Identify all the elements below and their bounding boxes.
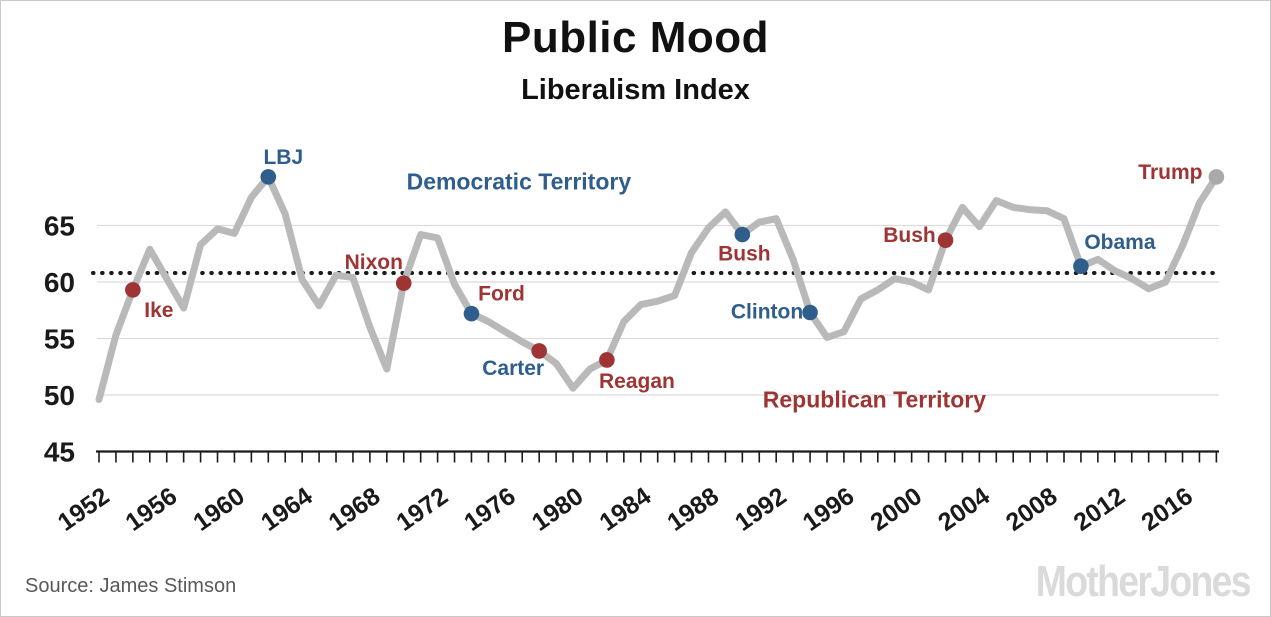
source-note: Source: James Stimson: [25, 575, 237, 597]
x-tick-label-1968: 1968: [324, 482, 386, 537]
x-tick-label-1960: 1960: [188, 482, 250, 537]
y-tick-label-65: 65: [44, 211, 75, 242]
president-dot-lbj-1962: [260, 169, 277, 185]
president-label-bush-1990: Bush: [718, 243, 771, 266]
x-tick-label-1996: 1996: [798, 482, 860, 537]
x-tick-label-1964: 1964: [256, 482, 318, 537]
president-label-nixon-1970: Nixon: [345, 251, 403, 274]
y-tick-label-60: 60: [44, 267, 75, 298]
mood-line: [95, 173, 1220, 403]
president-dot-ford-1974: [463, 305, 480, 322]
page-title: Public Mood: [501, 13, 770, 62]
x-tick-label-2000: 2000: [865, 482, 927, 537]
y-tick-label-50: 50: [44, 380, 75, 411]
president-label-bush-2002: Bush: [883, 224, 936, 247]
x-tick-label-1976: 1976: [459, 482, 521, 537]
president-dot-reagan-1982: [599, 352, 615, 368]
president-dot-trump-2018: [1208, 169, 1225, 185]
x-tick-label-1956: 1956: [121, 482, 183, 537]
president-label-reagan-1982: Reagan: [599, 370, 675, 393]
territory-label-democratic: Democratic Territory: [407, 168, 632, 194]
x-tick-label-1980: 1980: [527, 482, 589, 537]
president-dot-obama-2010: [1073, 258, 1089, 274]
president-label-carter-1978: Carter: [482, 357, 544, 380]
president-label-trump-2018: Trump: [1138, 161, 1202, 184]
x-tick-label-1972: 1972: [391, 482, 453, 537]
president-label-obama-2010: Obama: [1084, 231, 1156, 254]
president-dot-clinton-1994: [802, 304, 818, 321]
president-label-ford-1974: Ford: [478, 283, 525, 306]
y-tick-label-55: 55: [44, 324, 75, 355]
president-dot-nixon-1970: [395, 275, 412, 291]
x-tick-label-2008: 2008: [1001, 482, 1063, 537]
x-tick-label-1988: 1988: [662, 482, 724, 537]
x-tick-label-2012: 2012: [1069, 482, 1131, 537]
x-tick-label-1952: 1952: [53, 482, 115, 537]
x-tick-label-1984: 1984: [595, 482, 657, 537]
president-dot-bush-2002: [937, 232, 954, 248]
president-dot-ike-1954: [125, 282, 141, 298]
motherjones-logo: MotherJones: [1035, 557, 1252, 606]
x-tick-label-1992: 1992: [730, 482, 792, 537]
president-dot-bush-1990: [734, 226, 751, 243]
page-subtitle: Liberalism Index: [521, 74, 750, 106]
x-tick-label-2016: 2016: [1136, 482, 1198, 537]
president-dot-carter-1978: [531, 343, 547, 359]
president-label-clinton-1994: Clinton: [731, 301, 803, 324]
territory-label-republican: Republican Territory: [763, 387, 986, 413]
y-tick-label-45: 45: [44, 437, 75, 468]
president-label-lbj-1962: LBJ: [263, 146, 303, 169]
president-label-ike-1954: Ike: [144, 299, 173, 322]
x-tick-label-2004: 2004: [933, 482, 995, 537]
